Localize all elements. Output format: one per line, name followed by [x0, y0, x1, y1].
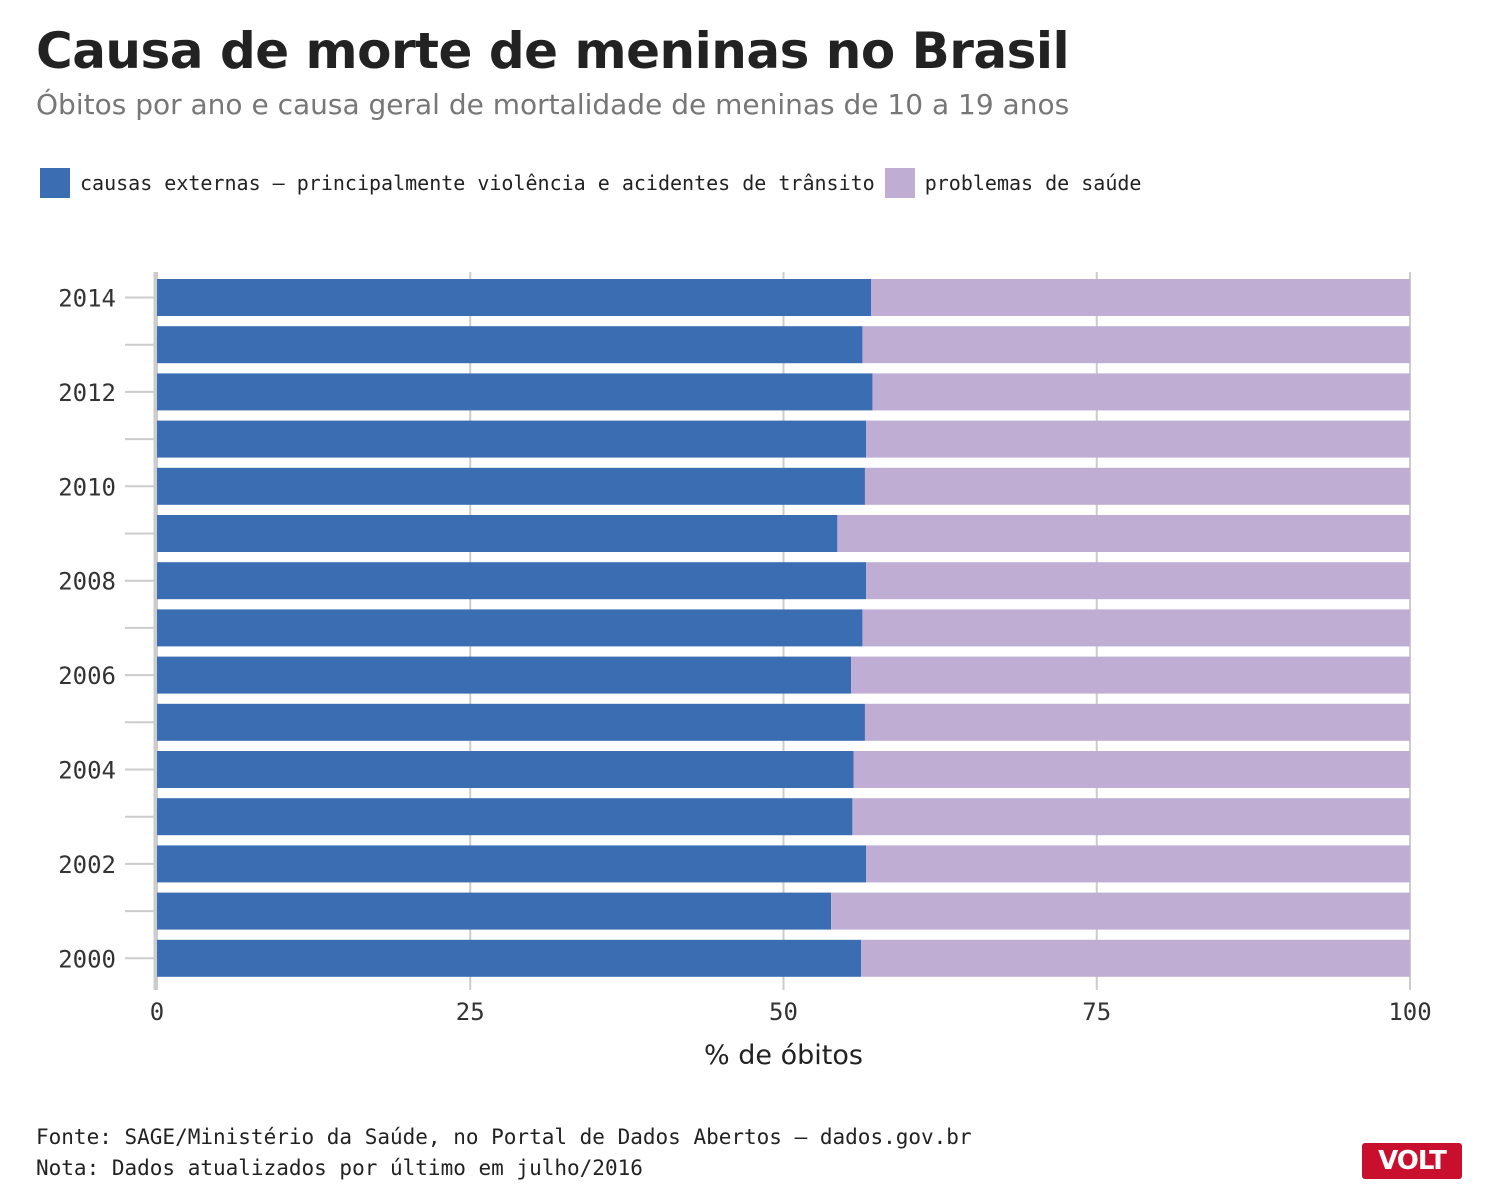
- y-tick-label-2006: 2006: [58, 662, 116, 690]
- y-tick-label-2012: 2012: [58, 379, 116, 407]
- y-tick-label-2008: 2008: [58, 568, 116, 596]
- legend-label-health: problemas de saúde: [924, 171, 1142, 195]
- x-tick-label-50: 50: [769, 998, 798, 1026]
- y-tick-label-2002: 2002: [58, 851, 116, 879]
- bar-health-2008: [866, 562, 1410, 600]
- volt-logo: VOLT: [1362, 1143, 1462, 1179]
- y-tick-label-2010: 2010: [58, 473, 116, 501]
- bar-external-2000: [157, 939, 862, 977]
- chart-subtitle: Óbitos por ano e causa geral de mortalid…: [36, 88, 1070, 121]
- bar-health-2005: [864, 703, 1410, 741]
- bar-external-2014: [157, 279, 872, 316]
- x-tick-label-100: 100: [1388, 998, 1431, 1026]
- bar-health-2006: [851, 656, 1410, 694]
- footer: Fonte: SAGE/Ministério da Saúde, no Port…: [36, 1122, 972, 1184]
- x-axis-label: % de óbitos: [704, 1040, 863, 1071]
- bar-health-2000: [861, 939, 1410, 977]
- bar-health-2011: [866, 420, 1410, 458]
- bar-health-2007: [862, 609, 1410, 647]
- y-tick-label-2000: 2000: [58, 945, 116, 973]
- bar-health-2001: [831, 892, 1410, 930]
- bar-external-2008: [157, 562, 867, 600]
- stacked-bar-chart: 2014 2012 2010 2008 2006 2004 2002 2000 0 25 50 75 1…: [58, 272, 1432, 1071]
- bar-external-2003: [157, 798, 853, 836]
- bar-health-2004: [853, 751, 1410, 788]
- update-note: Nota: Dados atualizados por último em ju…: [36, 1156, 643, 1180]
- bar-external-2011: [157, 420, 867, 458]
- bar-external-2002: [157, 845, 867, 883]
- x-tick-label-0: 0: [150, 998, 164, 1026]
- legend: causas externas – principalmente violênc…: [40, 168, 1151, 198]
- legend-label-external: causas externas – principalmente violênc…: [80, 171, 875, 195]
- bar-health-2014: [871, 279, 1410, 316]
- bar-health-2002: [866, 845, 1410, 883]
- legend-item-health: problemas de saúde: [884, 168, 1142, 198]
- bar-external-2001: [157, 892, 832, 930]
- legend-swatch-external: [40, 168, 70, 198]
- bar-external-2004: [157, 751, 854, 788]
- bar-health-2012: [872, 373, 1410, 411]
- bar-health-2009: [837, 515, 1410, 552]
- x-tick-label-75: 75: [1082, 998, 1111, 1026]
- x-tick-label-25: 25: [456, 998, 485, 1026]
- bar-external-2009: [157, 515, 838, 552]
- legend-swatch-health: [884, 168, 915, 198]
- bar-health-2003: [852, 798, 1410, 836]
- bar-health-2013: [862, 326, 1410, 364]
- bar-external-2012: [157, 373, 873, 411]
- source-note: Fonte: SAGE/Ministério da Saúde, no Port…: [36, 1125, 972, 1149]
- bar-external-2013: [157, 326, 863, 364]
- chart-title: Causa de morte de meninas no Brasil: [36, 22, 1070, 80]
- bar-external-2007: [157, 609, 863, 647]
- bar-external-2010: [157, 467, 865, 505]
- bar-external-2006: [157, 656, 852, 694]
- y-tick-label-2004: 2004: [58, 757, 116, 785]
- bar-health-2010: [864, 467, 1410, 505]
- y-tick-label-2014: 2014: [58, 285, 116, 313]
- legend-item-external: causas externas – principalmente violênc…: [40, 168, 875, 198]
- bar-external-2005: [157, 703, 865, 741]
